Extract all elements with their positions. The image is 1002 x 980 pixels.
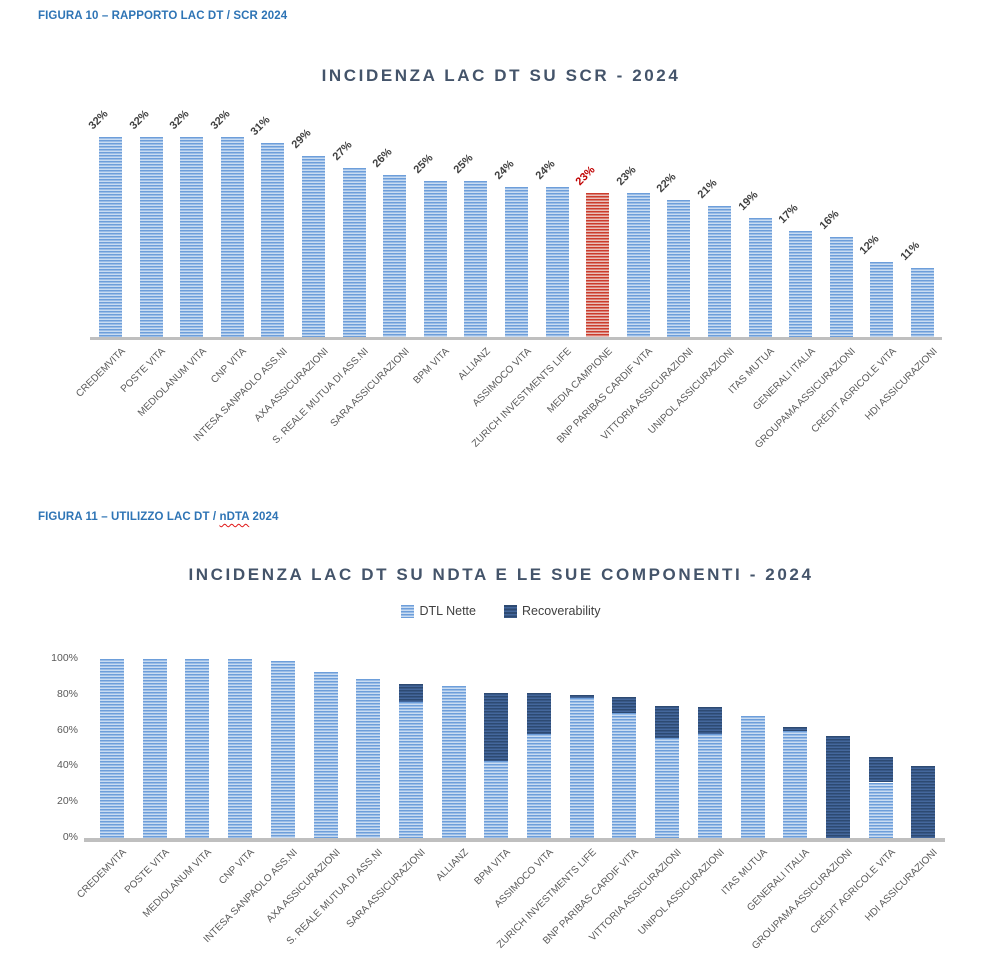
chart2-bar-dtl-nette (783, 730, 808, 838)
dtl-nette-swatch-icon (401, 604, 415, 618)
chart1-bar (626, 193, 650, 337)
chart2-bar-dtl-nette (697, 734, 722, 838)
chart1-data-label: 29% (289, 126, 314, 151)
chart1-data-label: 32% (127, 107, 152, 132)
chart1-bar (870, 262, 894, 337)
chart2-bar-dtl-nette (740, 716, 765, 838)
chart2-bar-recoverability (398, 684, 423, 702)
chart1-data-label: 17% (776, 201, 801, 226)
chart1-bar (180, 137, 204, 337)
chart1-bar (383, 174, 407, 337)
chart1-title: INCIDENZA LAC DT SU SCR - 2024 (321, 66, 681, 85)
chart1-data-label: 32% (167, 107, 192, 132)
chart1-bar (911, 268, 934, 337)
chart2-bar-dtl-nette (484, 761, 509, 838)
chart1-data-label: 23% (614, 164, 639, 189)
chart2-baseline (84, 838, 945, 842)
chart1-data-label: 24% (533, 157, 558, 182)
recoverability-swatch-icon (504, 604, 517, 618)
chart2-ytick-label: 20% (56, 795, 78, 808)
chart1-bar (302, 155, 325, 337)
chart1-bar (545, 187, 569, 337)
chart2-bar-recoverability (911, 766, 936, 838)
figure11-caption-prefix: FIGURA 11 – UTILIZZO LAC DT / (38, 511, 220, 523)
figure11-caption: FIGURA 11 – UTILIZZO LAC DT / nDTA 2024 (38, 511, 279, 523)
chart2-bar-recoverability (783, 727, 808, 731)
chart2-bar-dtl-nette (185, 659, 210, 838)
chart2-bar-dtl-nette (270, 660, 295, 838)
figure11-caption-suffix: 2024 (249, 511, 279, 523)
chart1-bar (505, 187, 528, 337)
chart1-bar (261, 143, 285, 337)
chart2-ytick-label: 0% (62, 831, 78, 843)
chart1-data-label: 24% (492, 157, 517, 182)
chart1-data-label: 12% (857, 232, 882, 257)
chart2-bar-recoverability (655, 705, 680, 738)
legend-label-recoverability: Recoverability (522, 604, 601, 618)
chart1-data-label: 26% (370, 145, 395, 170)
chart1-bar (667, 199, 691, 337)
chart2-bar-dtl-nette (527, 734, 551, 838)
legend-item-recoverability: Recoverability (504, 604, 601, 618)
chart1-data-label: 22% (654, 170, 679, 195)
chart2-ytick-label: 40% (56, 759, 78, 772)
chart2-bar-dtl-nette (313, 671, 338, 838)
chart1-bar (748, 218, 772, 337)
chart1-data-label: 31% (248, 114, 273, 139)
chart1-data-label: 11% (898, 239, 923, 264)
chart2-bar-dtl-nette (612, 712, 637, 838)
chart2-ytick-label: 60% (56, 723, 78, 736)
chart2-bar-dtl-nette (398, 701, 423, 838)
chart2-bar-dtl-nette (569, 698, 594, 838)
chart2-bar-dtl-nette (228, 659, 253, 838)
chart1-data-label: 16% (817, 207, 842, 232)
chart1-data-label: 32% (86, 107, 111, 132)
chart2-bar-dtl-nette (441, 685, 466, 838)
chart2-legend: DTL Nette Recoverability (0, 604, 1002, 618)
chart2-bar-recoverability (612, 696, 637, 713)
chart2-ytick-label: 100% (51, 652, 78, 664)
chart1-bar (789, 230, 813, 337)
legend-label-dtl-nette: DTL Nette (419, 604, 476, 618)
chart2-bar-dtl-nette (356, 678, 381, 838)
chart1-bar (586, 193, 610, 337)
chart2-bar-recoverability (697, 707, 722, 735)
chart2-bar-recoverability (868, 757, 893, 783)
chart1-data-label: 19% (736, 189, 761, 214)
chart1-bar (829, 237, 853, 337)
chart2-bar-recoverability (527, 693, 551, 735)
chart2-bar-recoverability (569, 694, 594, 699)
legend-item-dtl-nette: DTL Nette (401, 604, 476, 618)
chart2-title: INCIDENZA LAC DT SU NDTA E LE SUE COMPON… (188, 565, 814, 584)
chart2-bar-dtl-nette (655, 737, 680, 838)
chart1-data-label: 32% (208, 107, 233, 132)
chart1-data-label: 23% (573, 164, 598, 189)
chart1-bar (708, 205, 731, 337)
chart1-data-label: 25% (451, 151, 476, 176)
chart1-bar (139, 137, 163, 337)
chart1-bar (220, 137, 244, 337)
figure10-caption: FIGURA 10 – RAPPORTO LAC DT / SCR 2024 (38, 10, 288, 22)
chart1-data-label: 27% (330, 139, 355, 164)
chart1-bar (342, 168, 366, 337)
chart1-bar (423, 180, 447, 337)
chart1-bar (99, 137, 122, 337)
chart2-bar-dtl-nette (142, 659, 167, 838)
chart2-ytick-label: 80% (56, 687, 78, 700)
chart2-bar-dtl-nette (100, 659, 124, 838)
chart1-bar (464, 180, 488, 337)
chart2-bar-recoverability (825, 735, 850, 838)
chart1-baseline (90, 337, 942, 340)
chart2-bar-dtl-nette (868, 782, 893, 838)
chart1-data-label: 21% (695, 176, 720, 201)
chart2-bar-recoverability (484, 693, 509, 762)
figure11-misspelled-word: nDTA (219, 511, 250, 523)
chart1-data-label: 25% (411, 151, 436, 176)
